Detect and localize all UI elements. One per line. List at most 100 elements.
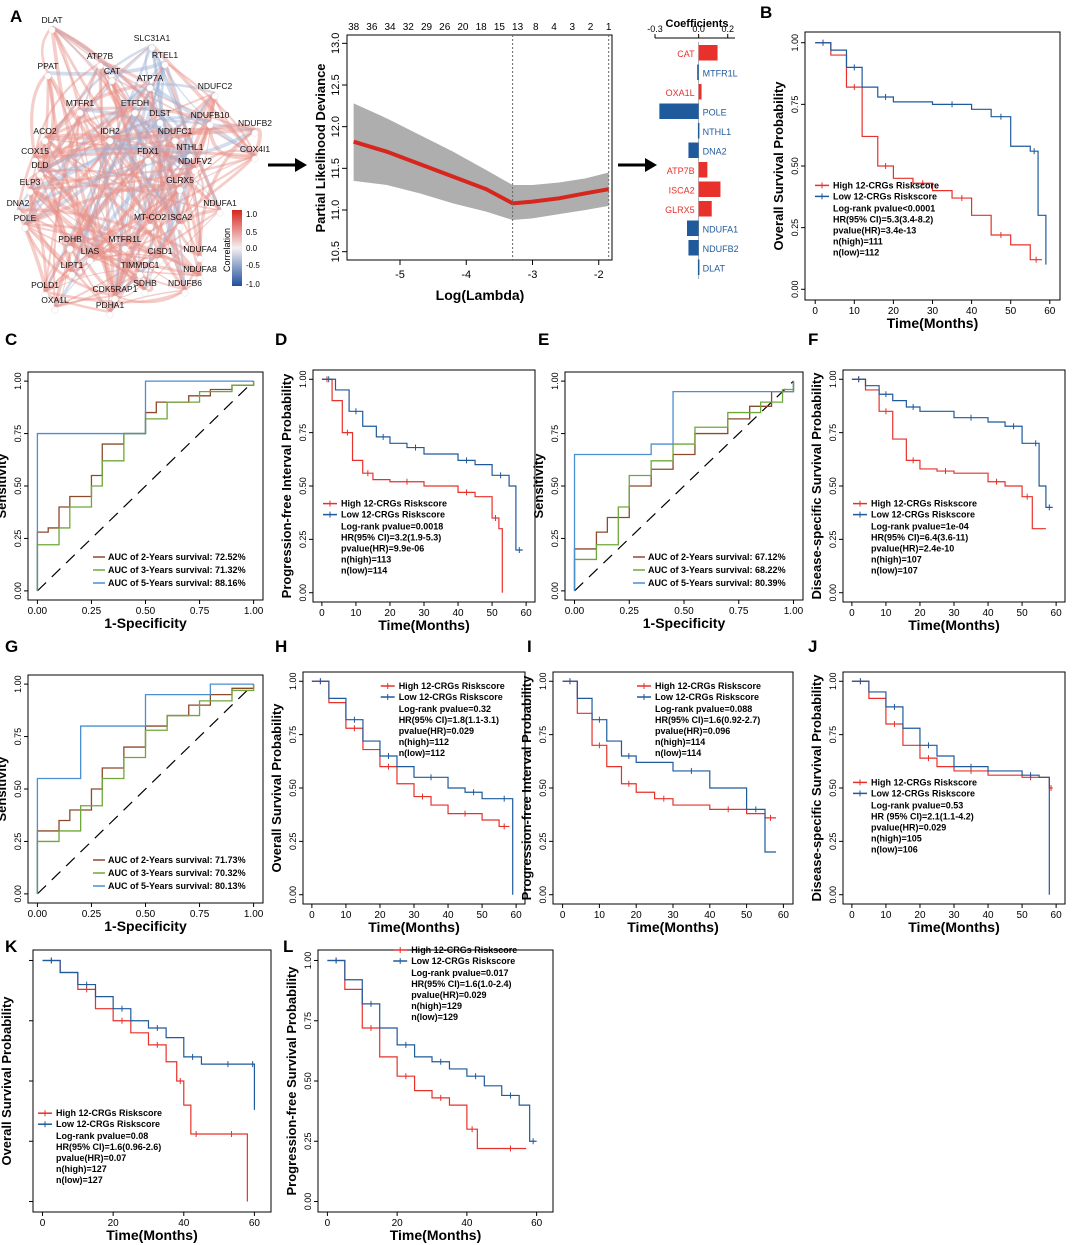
panel-b: B 0 10 20 30 40 50 60 0.00 0.25 0.50 0.75 1.00 Time(M… [760,3,1061,331]
km-curve-low [815,42,1047,265]
network-node [196,255,204,263]
lasso-top-tick-label: 18 [476,22,488,33]
network-edge [17,209,161,260]
y-tick-label: 0.75 [538,726,548,744]
panel-j: J 0 10 20 30 40 50 60 0.00 0.25 0.50 0.75 1.00 Time(M… [808,637,1066,935]
panel-f: F 0 10 20 30 40 50 60 0.00 0.25 0.50 0.75 1.00 Time(M… [808,330,1066,633]
y-axis-label: Sensitivity [0,756,9,822]
network-edge [24,118,162,227]
x-tick-label: 40 [461,1218,473,1229]
network-node [48,26,56,34]
network-edge [44,128,256,140]
network-edge [28,108,136,190]
y-axis-label: Overall Survival Probability [0,996,14,1166]
network-edge [50,26,82,111]
coef-gene-label: DLAT [703,264,726,274]
lasso-y-tick-label: 13.0 [330,33,342,54]
x-tick-label: 60 [778,910,790,921]
network-edge [34,157,73,273]
y-tick-label: 0.00 [303,1193,313,1211]
network-edge [113,185,182,297]
x-tick-label: 10 [880,608,892,619]
y-tick-label: 1.00 [828,371,838,389]
network-edge [108,119,162,313]
x-tick-label: 40 [178,1218,190,1229]
y-tick-label: 0.00 [298,584,308,602]
y-tick-label: 1.00 [303,952,313,970]
y-tick-label: 0.50 [288,779,298,797]
panel-k: K 0 20 40 60 Time(Months) Overall Survival Pro… [0,937,272,1243]
y-tick-label: 1.00 [790,34,800,52]
network-edge [111,77,256,157]
network-node [14,209,22,217]
network-edge [110,77,152,225]
y-axis-label: Progression-free Interval Probability [279,373,294,598]
x-tick-label: 50 [1017,608,1029,619]
x-tick-label: 30 [408,910,420,921]
km-legend-stat: Log-rank pvalue=0.32 [399,704,491,714]
network-edge [144,209,221,291]
x-tick-label: 0 [319,608,325,619]
panel-letter-j: J [808,637,817,656]
x-tick-label: 0.00 [565,606,585,617]
network-edge [139,271,201,277]
x-tick-label: 30 [927,306,939,317]
x-tick-label: 0.75 [190,909,210,920]
coef-bar [688,240,699,256]
network-edge [50,26,117,297]
km-legend-stat: HR(95% CI)=6.4(3.6-11) [871,533,968,543]
lasso-body [353,35,610,260]
x-axis-label: Time(Months) [390,1227,482,1243]
network-edge [39,171,141,273]
roc-legend-label: AUC of 2-Years survival: 72.52% [108,552,246,562]
network-edge [46,72,202,278]
network-node-label: CAT [104,66,120,76]
y-tick-label: 0.75 [298,424,308,442]
network-node [68,271,76,279]
y-tick-label: 1.00 [13,372,23,390]
network-edge [17,152,191,212]
network-edge [44,186,181,293]
network-edge [79,109,149,159]
y-tick-label: 0.25 [828,833,838,851]
network-edge [109,136,191,158]
coef-bar [688,142,699,158]
y-tick-label: 0.25 [298,531,308,549]
network-edge [164,61,257,157]
network-edge [24,109,136,226]
km-legend-stat: pvalue(HR)=3.4e-13 [833,225,916,235]
km-legend-low: Low 12-CRGs Riskscore [833,191,937,201]
network-node [131,109,139,117]
x-tick-label: 40 [704,910,716,921]
lasso-top-tick-label: 2 [588,22,594,33]
x-tick-label: 30 [948,910,960,921]
y-axis-label: Progression-free Interval Probability [519,675,534,900]
x-axis-label: Time(Months) [106,1227,198,1243]
network-edge [111,77,181,188]
km-legend-stat: Log-rank pvalue=0.088 [655,704,752,714]
y-tick-label: 0.50 [538,779,548,797]
lasso-x-tick-label: -2 [594,269,604,281]
network-node [191,167,199,175]
x-tick-label: 0.00 [28,909,48,920]
network-node [26,188,34,196]
network-node [171,137,179,145]
network-edge [54,269,73,308]
lasso-top-tick-label: 29 [421,22,433,33]
network-edge [47,72,111,313]
x-tick-label: 20 [914,910,926,921]
network-edge [24,224,111,313]
x-tick-label: 30 [667,910,679,921]
x-tick-label: 10 [594,910,606,921]
roc-legend-label: AUC of 2-Years survival: 71.73% [108,855,246,865]
x-tick-label: 0.00 [28,606,48,617]
network-node-label: PDHA1 [96,300,125,310]
network-edge [34,156,181,193]
network-edge [89,62,111,139]
lasso-axes: -5 -4 -3 -2 10.5 11.0 11.5 12.0 12.5 13.0 [330,33,604,281]
network-node [144,157,152,165]
network-edge [148,84,187,291]
network-edge [137,61,167,273]
x-tick-label: 0 [40,1218,46,1229]
